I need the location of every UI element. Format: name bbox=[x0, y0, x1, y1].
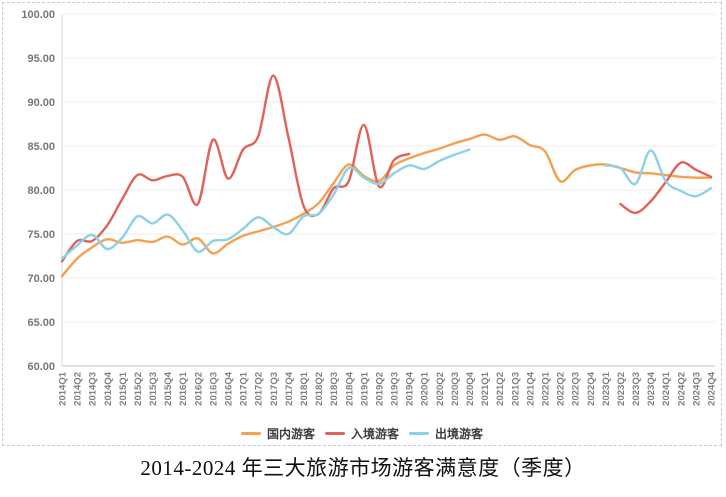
legend-item-inbound[interactable]: 入境游客 bbox=[324, 425, 399, 442]
legend-item-domestic[interactable]: 国内游客 bbox=[240, 425, 315, 442]
svg-text:65.00: 65.00 bbox=[27, 317, 55, 329]
svg-text:2023Q2: 2023Q2 bbox=[616, 372, 627, 406]
svg-text:2018Q1: 2018Q1 bbox=[299, 371, 310, 406]
svg-text:2019Q2: 2019Q2 bbox=[374, 372, 385, 406]
legend-swatch-inbound bbox=[324, 431, 345, 435]
svg-text:2020Q4: 2020Q4 bbox=[465, 371, 476, 406]
svg-text:2019Q3: 2019Q3 bbox=[390, 372, 401, 406]
legend-label-inbound: 入境游客 bbox=[350, 426, 399, 441]
svg-text:2014Q3: 2014Q3 bbox=[88, 372, 99, 406]
series-line-1[interactable] bbox=[60, 74, 411, 263]
svg-text:2021Q2: 2021Q2 bbox=[495, 372, 506, 406]
svg-text:2020Q1: 2020Q1 bbox=[420, 371, 431, 406]
svg-text:2014Q4: 2014Q4 bbox=[103, 371, 114, 406]
chart-title: 2014-2024 年三大旅游市场游客满意度（季度） bbox=[140, 456, 586, 480]
svg-text:2024Q2: 2024Q2 bbox=[676, 372, 687, 406]
svg-text:2017Q1: 2017Q1 bbox=[239, 371, 250, 406]
svg-text:2024Q1: 2024Q1 bbox=[661, 371, 672, 406]
x-axis-labels: 2014Q1 2014Q2 2014Q3 2014Q4 2015Q1 2015Q2 2015… bbox=[58, 371, 718, 406]
svg-text:75.00: 75.00 bbox=[27, 229, 55, 241]
chart-legend: 国内游客 入境游客 出境游客 bbox=[3, 424, 721, 442]
chart-svg: 100.00 95.00 90.00 85.00 80.00 75.00 70.00 65.0… bbox=[21, 9, 718, 406]
series-line-2[interactable] bbox=[60, 148, 471, 260]
legend-swatch-domestic bbox=[240, 431, 261, 435]
svg-text:60.00: 60.00 bbox=[27, 361, 55, 373]
chart-figure[interactable]: 100.00 95.00 90.00 85.00 80.00 75.00 70.00 65.0… bbox=[2, 2, 722, 446]
svg-text:2021Q4: 2021Q4 bbox=[525, 371, 536, 406]
svg-text:2023Q3: 2023Q3 bbox=[631, 372, 642, 406]
svg-text:2022Q1: 2022Q1 bbox=[540, 371, 551, 406]
svg-text:2018Q4: 2018Q4 bbox=[344, 371, 355, 406]
svg-text:2017Q4: 2017Q4 bbox=[284, 371, 295, 406]
svg-text:2017Q2: 2017Q2 bbox=[254, 372, 265, 406]
series-line-2[interactable] bbox=[604, 149, 713, 198]
svg-text:2016Q2: 2016Q2 bbox=[193, 372, 204, 406]
y-gridlines bbox=[61, 13, 715, 367]
legend-label-outbound: 出境游客 bbox=[435, 426, 484, 441]
svg-text:2016Q3: 2016Q3 bbox=[208, 372, 219, 406]
svg-text:2016Q1: 2016Q1 bbox=[178, 371, 189, 406]
svg-text:2019Q1: 2019Q1 bbox=[359, 371, 370, 406]
svg-text:2024Q3: 2024Q3 bbox=[691, 372, 702, 406]
svg-text:2019Q4: 2019Q4 bbox=[405, 371, 416, 406]
svg-text:2022Q2: 2022Q2 bbox=[556, 372, 567, 406]
svg-text:2014Q1: 2014Q1 bbox=[58, 371, 69, 406]
svg-text:2024Q4: 2024Q4 bbox=[707, 371, 718, 406]
svg-text:2015Q1: 2015Q1 bbox=[118, 371, 129, 406]
svg-text:2020Q3: 2020Q3 bbox=[450, 372, 461, 406]
svg-text:2022Q3: 2022Q3 bbox=[571, 372, 582, 406]
svg-text:2021Q1: 2021Q1 bbox=[480, 371, 491, 406]
svg-text:2014Q2: 2014Q2 bbox=[73, 372, 84, 406]
svg-text:70.00: 70.00 bbox=[27, 273, 55, 285]
legend-item-outbound[interactable]: 出境游客 bbox=[409, 425, 483, 442]
svg-text:2023Q4: 2023Q4 bbox=[646, 371, 657, 406]
svg-text:2016Q4: 2016Q4 bbox=[224, 371, 235, 406]
svg-text:2015Q2: 2015Q2 bbox=[133, 372, 144, 406]
svg-text:2022Q4: 2022Q4 bbox=[586, 371, 597, 406]
svg-text:90.00: 90.00 bbox=[27, 97, 55, 109]
svg-text:2020Q2: 2020Q2 bbox=[435, 372, 446, 406]
series-line-1[interactable] bbox=[619, 161, 713, 215]
svg-text:85.00: 85.00 bbox=[27, 141, 55, 153]
legend-label-domestic: 国内游客 bbox=[266, 426, 315, 441]
legend-swatch-outbound bbox=[409, 431, 429, 435]
svg-text:80.00: 80.00 bbox=[27, 185, 55, 197]
svg-text:2018Q2: 2018Q2 bbox=[314, 372, 325, 406]
svg-text:2023Q1: 2023Q1 bbox=[601, 371, 612, 406]
svg-text:2015Q3: 2015Q3 bbox=[148, 372, 159, 406]
y-axis-labels: 100.00 95.00 90.00 85.00 80.00 75.00 70.00 65.0… bbox=[21, 9, 55, 373]
svg-text:2018Q3: 2018Q3 bbox=[329, 372, 340, 406]
svg-text:100.00: 100.00 bbox=[21, 9, 55, 21]
svg-text:2021Q3: 2021Q3 bbox=[510, 372, 521, 406]
svg-text:2017Q3: 2017Q3 bbox=[269, 372, 280, 406]
series-line-0[interactable] bbox=[60, 133, 713, 278]
svg-text:2015Q4: 2015Q4 bbox=[163, 371, 174, 406]
svg-text:95.00: 95.00 bbox=[27, 53, 55, 65]
